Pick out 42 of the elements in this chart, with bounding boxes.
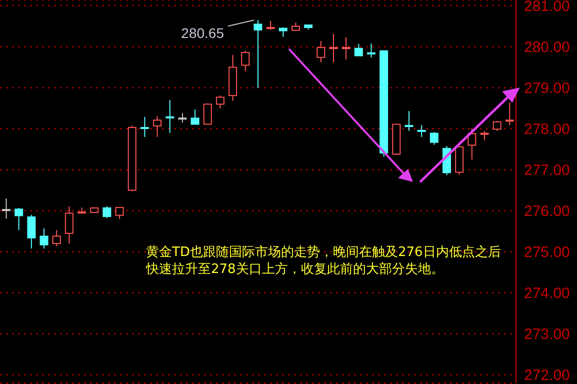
candlestick <box>153 116 162 138</box>
y-tick-label: 281.00 <box>524 0 570 16</box>
candlestick <box>27 214 36 249</box>
annotation: 280.65 <box>181 25 224 42</box>
y-tick-label: 278.00 <box>524 121 570 138</box>
candlestick <box>102 206 112 219</box>
candlestick <box>316 40 326 63</box>
candlestick <box>468 128 476 160</box>
y-tick-label: 276.00 <box>524 203 570 220</box>
candlestick <box>430 132 438 146</box>
candlestick <box>404 110 414 132</box>
candlestick <box>241 50 250 72</box>
candlestick <box>166 100 174 134</box>
candlestick <box>14 207 24 231</box>
candlestick <box>52 230 61 247</box>
candlestick <box>64 206 74 244</box>
candlestick <box>178 112 187 124</box>
y-tick-label: 273.00 <box>524 326 570 344</box>
candlestick <box>505 102 514 126</box>
candlestick <box>115 206 124 220</box>
candlestick <box>366 42 376 58</box>
candlestick <box>329 34 338 63</box>
candlestick <box>203 104 212 125</box>
candlestick <box>417 124 426 138</box>
candlestick <box>492 120 502 132</box>
annotation: 黄金TD也跟随国际市场的走势，晚间在触及276日内低点之后快速拉升至278关口上方，收复此前的大部分失地。 <box>146 244 502 278</box>
y-tick-label: 272.00 <box>524 367 570 384</box>
y-tick-label: 275.00 <box>524 244 570 262</box>
y-tick-label: 279.00 <box>524 80 570 98</box>
candlestick <box>40 228 48 249</box>
candlestick <box>190 108 200 125</box>
y-tick-label: 274.00 <box>524 285 570 302</box>
candlestick <box>254 20 262 88</box>
candlestick <box>278 26 288 38</box>
candlestick <box>480 130 489 141</box>
y-tick-label: 280.00 <box>524 39 570 56</box>
candlestick <box>266 20 275 30</box>
candlestick <box>342 36 350 60</box>
y-tick-label: 277.00 <box>524 162 570 180</box>
candlestick <box>354 43 363 56</box>
candlestick <box>216 95 224 109</box>
candlestick <box>140 116 149 138</box>
